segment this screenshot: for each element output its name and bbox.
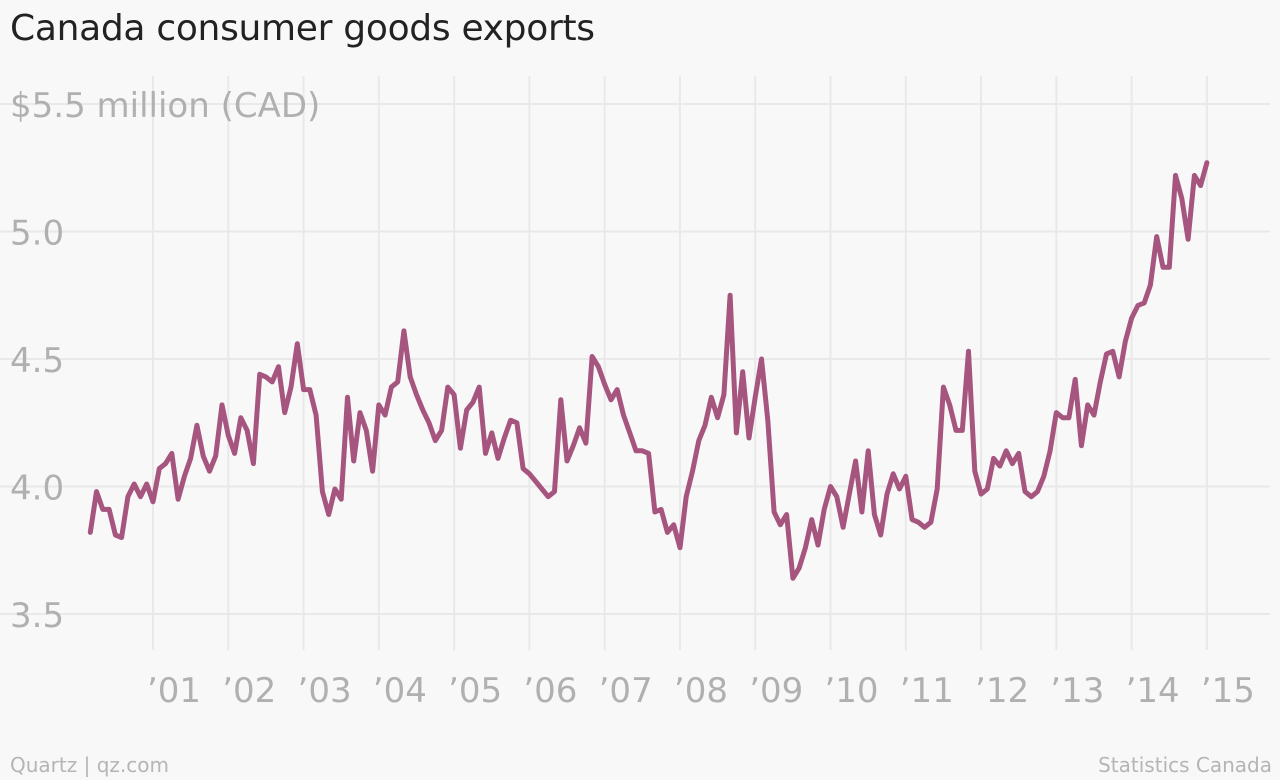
x-tick-label: ’14 (1126, 671, 1180, 711)
x-axis-labels: ’01 ’02 ’03 ’04 ’05 ’06 ’07 ’08 ’09 ’10 ’11 ’12 ’13 ’… (147, 671, 1255, 711)
series-layer (87, 160, 1210, 581)
x-tick-label: ’04 (373, 671, 427, 711)
y-tick-label: 4.5 (10, 341, 64, 381)
x-tick-label: ’15 (1201, 671, 1255, 711)
x-tick-label: ’01 (147, 671, 201, 711)
x-tick-label: ’05 (448, 671, 502, 711)
x-tick-label: ’07 (599, 671, 653, 711)
horizontal-gridlines (0, 103, 1270, 615)
y-axis-labels: $5.5 million (CAD) 5.0 4.5 4.0 3.5 (10, 86, 320, 636)
x-tick-label: ’03 (298, 671, 352, 711)
footer-source: Statistics Canada (1098, 753, 1272, 777)
x-tick-label: ’12 (975, 671, 1029, 711)
x-tick-label: ’10 (824, 671, 878, 711)
x-tick-label: ’09 (749, 671, 803, 711)
y-tick-label: 3.5 (10, 596, 64, 636)
y-axis-unit-label: $5.5 million (CAD) (10, 86, 320, 126)
x-tick-label: ’13 (1050, 671, 1104, 711)
chart-title: Canada consumer goods exports (10, 8, 595, 49)
vertical-gridlines (152, 76, 1208, 650)
y-tick-label: 5.0 (10, 214, 64, 254)
x-tick-label: ’06 (523, 671, 577, 711)
footer-credit: Quartz | qz.com (10, 753, 169, 777)
x-tick-label: ’02 (222, 671, 276, 711)
series-line (87, 160, 1210, 581)
x-tick-label: ’11 (900, 671, 954, 711)
x-tick-label: ’08 (674, 671, 728, 711)
y-tick-label: 4.0 (10, 469, 64, 509)
